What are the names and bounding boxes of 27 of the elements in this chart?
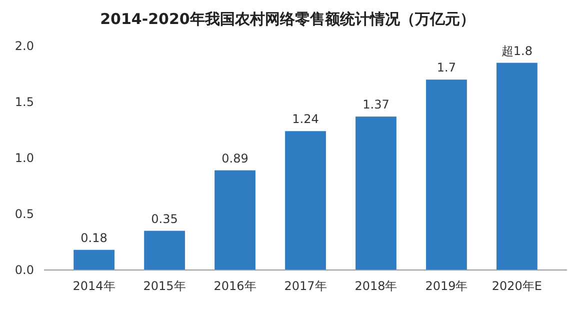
data-label: 超1.8 [501,44,532,58]
bar [496,62,538,270]
data-label: 1.24 [292,112,319,126]
x-tick-label: 2015年 [143,279,186,293]
chart-title: 2014-2020年我国农村网络零售额统计情况（万亿元） [100,10,475,28]
y-tick-label: 0.0 [14,263,34,278]
bar [285,131,326,270]
data-label: 0.89 [222,151,248,166]
y-tick-label: 0.5 [14,207,34,222]
x-tick-label: 2016年 [214,279,256,293]
x-tick-label: 2014年 [72,279,116,293]
data-label: 1.37 [362,98,390,112]
x-tick-label: 2020年E [492,279,542,293]
y-tick-label: 1.5 [14,95,34,110]
bar [144,230,185,270]
y-tick-label: 1.0 [14,151,34,166]
data-label: 1.7 [436,60,456,75]
bar [426,80,467,270]
x-tick-label: 2018年 [354,279,398,293]
data-label: 0.18 [80,230,108,245]
bar [74,250,114,270]
x-tick-label: 2017年 [284,279,327,293]
bar [214,170,256,270]
x-tick-label: 2019年 [425,279,468,293]
bar [356,116,396,270]
y-tick-label: 2.0 [14,39,34,54]
data-label: 0.35 [151,212,178,226]
